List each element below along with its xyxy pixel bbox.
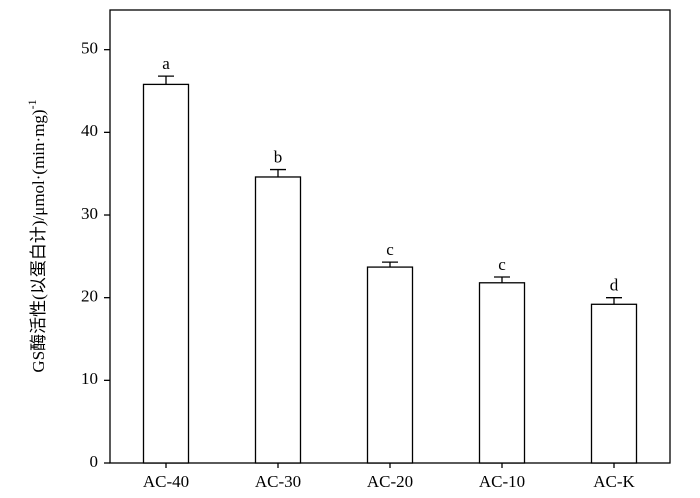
error-bar xyxy=(158,75,174,85)
x-tick-label: AC-30 xyxy=(255,472,301,491)
y-axis-title-sup: -1 xyxy=(25,99,39,109)
y-tick-label: 0 xyxy=(90,452,99,471)
error-bar xyxy=(382,261,398,268)
bar xyxy=(142,83,190,464)
error-bar xyxy=(270,168,286,177)
y-axis-title: GS酶活性(以蛋白计)/μmol·(min·mg)-1 xyxy=(25,99,48,372)
bar xyxy=(366,266,414,464)
y-tick-label: 10 xyxy=(81,369,98,388)
error-bar xyxy=(606,297,622,305)
y-tick-label: 20 xyxy=(81,287,98,306)
x-tick-label: AC-10 xyxy=(479,472,525,491)
y-tick-label: 30 xyxy=(81,204,98,223)
x-tick-label: AC-40 xyxy=(143,472,189,491)
bar xyxy=(254,176,302,464)
x-tick-label: AC-20 xyxy=(367,472,413,491)
bar xyxy=(478,282,526,464)
bar xyxy=(590,303,638,464)
significance-letter: b xyxy=(274,147,283,166)
significance-letter: d xyxy=(610,276,619,295)
x-tick-label: AC-K xyxy=(593,472,635,491)
y-tick-label: 50 xyxy=(81,39,98,58)
y-axis-title-main: GS酶活性(以蛋白计)/μmol·(min·mg) xyxy=(29,109,48,372)
error-bar xyxy=(494,276,510,283)
significance-letter: a xyxy=(162,54,170,73)
significance-letter: c xyxy=(498,255,506,274)
y-tick-label: 40 xyxy=(81,121,98,140)
significance-letter: c xyxy=(386,240,394,259)
